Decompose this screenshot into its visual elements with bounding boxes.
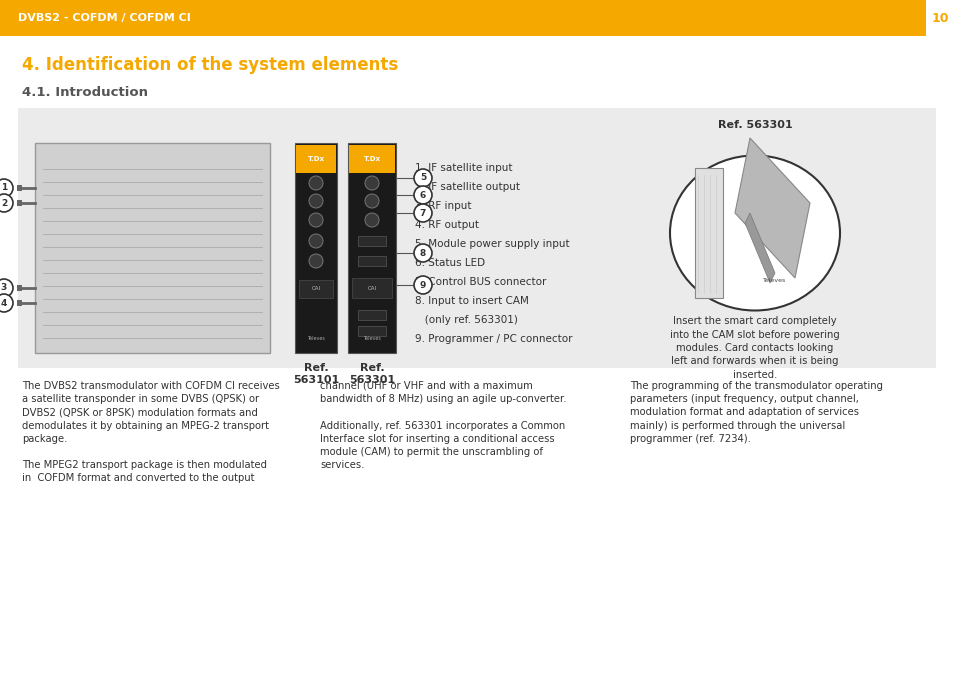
Text: modulation format and adaptation of services: modulation format and adaptation of serv… (629, 407, 858, 417)
Text: Televes: Televes (307, 336, 325, 341)
Circle shape (309, 176, 323, 190)
Text: a satellite transponder in some DVBS (QPSK) or: a satellite transponder in some DVBS (QP… (22, 394, 259, 404)
Text: Additionally, ref. 563301 incorporates a Common: Additionally, ref. 563301 incorporates a… (319, 421, 565, 431)
Bar (17, 285, 22, 291)
Bar (0, 0, 953, 36)
Text: 4: 4 (1, 299, 8, 308)
Circle shape (414, 169, 432, 187)
Text: bandwidth of 8 MHz) using an agile up-converter.: bandwidth of 8 MHz) using an agile up-co… (319, 394, 566, 404)
Bar (17, 200, 22, 206)
Circle shape (309, 194, 323, 208)
Text: 8. Input to insert CAM: 8. Input to insert CAM (415, 296, 528, 306)
Text: DVBS2 (QPSK or 8PSK) modulation formats and: DVBS2 (QPSK or 8PSK) modulation formats … (22, 407, 257, 417)
Text: CAI: CAI (311, 287, 320, 291)
Bar (35, 143, 270, 353)
Circle shape (365, 194, 378, 208)
Text: 563101: 563101 (293, 375, 338, 385)
Text: Ref.: Ref. (303, 363, 328, 373)
Circle shape (309, 254, 323, 268)
Circle shape (0, 194, 13, 212)
Bar (17, 300, 22, 306)
Text: services.: services. (319, 460, 364, 470)
Text: 4.1. Introduction: 4.1. Introduction (22, 87, 148, 100)
Bar (352, 278, 392, 298)
Circle shape (309, 213, 323, 227)
Text: Insert the smart card completely: Insert the smart card completely (673, 316, 836, 326)
Circle shape (0, 294, 13, 312)
Text: 563301: 563301 (349, 375, 395, 385)
Circle shape (0, 179, 13, 197)
Bar (357, 236, 386, 246)
Text: parameters (input frequency, output channel,: parameters (input frequency, output chan… (629, 394, 858, 404)
Circle shape (414, 204, 432, 222)
Text: 9. Programmer / PC connector: 9. Programmer / PC connector (415, 334, 572, 344)
Bar (357, 256, 386, 266)
Text: T.Dx: T.Dx (363, 156, 380, 162)
Text: 2: 2 (1, 199, 7, 207)
Circle shape (365, 213, 378, 227)
Text: 6. Status LED: 6. Status LED (415, 258, 485, 268)
Bar (348, 143, 395, 353)
Bar (298, 280, 333, 298)
Text: CAI: CAI (367, 285, 376, 291)
Circle shape (414, 276, 432, 294)
Text: mainly) is performed through the universal: mainly) is performed through the univers… (629, 421, 844, 431)
Polygon shape (734, 138, 809, 278)
Bar (357, 326, 386, 336)
Circle shape (414, 186, 432, 204)
Text: 6: 6 (419, 190, 426, 199)
Text: 8: 8 (419, 248, 426, 258)
Text: 3. RF input: 3. RF input (415, 201, 471, 211)
Text: in  COFDM format and converted to the output: in COFDM format and converted to the out… (22, 473, 254, 483)
Text: Televes: Televes (762, 279, 786, 283)
Text: 3: 3 (1, 283, 7, 293)
Bar (294, 143, 336, 353)
Text: Televes: Televes (363, 336, 380, 341)
Bar (349, 145, 395, 173)
Text: inserted.: inserted. (732, 370, 777, 380)
Text: 1: 1 (1, 184, 7, 192)
Bar (18, 108, 935, 368)
Text: module (CAM) to permit the unscrambling of: module (CAM) to permit the unscrambling … (319, 447, 542, 457)
Circle shape (0, 279, 13, 297)
Bar (295, 145, 335, 173)
Text: Ref. 563301: Ref. 563301 (717, 120, 792, 130)
Circle shape (365, 176, 378, 190)
Text: 1. IF satellite input: 1. IF satellite input (415, 163, 512, 173)
Text: 5: 5 (419, 174, 426, 182)
Text: Ref.: Ref. (359, 363, 384, 373)
Text: package.: package. (22, 434, 68, 444)
Text: The DVBS2 transmodulator with COFDM CI receives: The DVBS2 transmodulator with COFDM CI r… (22, 381, 279, 391)
Text: 2. IF satellite output: 2. IF satellite output (415, 182, 519, 192)
Text: 4. Identification of the system elements: 4. Identification of the system elements (22, 56, 397, 74)
Bar (695, 168, 722, 298)
Text: demodulates it by obtaining an MPEG-2 transport: demodulates it by obtaining an MPEG-2 tr… (22, 421, 269, 431)
Text: The MPEG2 transport package is then modulated: The MPEG2 transport package is then modu… (22, 460, 267, 470)
Text: channel (UHF or VHF and with a maximum: channel (UHF or VHF and with a maximum (319, 381, 532, 391)
Text: 4. RF output: 4. RF output (415, 220, 478, 230)
Bar (357, 310, 386, 320)
Text: programmer (ref. 7234).: programmer (ref. 7234). (629, 434, 750, 444)
Text: The programming of the transmodulator operating: The programming of the transmodulator op… (629, 381, 882, 391)
Text: left and forwards when it is being: left and forwards when it is being (671, 357, 838, 367)
Ellipse shape (669, 155, 840, 310)
Text: 7. Control BUS connector: 7. Control BUS connector (415, 277, 546, 287)
Polygon shape (744, 213, 774, 283)
Text: 5. Module power supply input: 5. Module power supply input (415, 239, 569, 249)
Text: (only ref. 563301): (only ref. 563301) (415, 315, 517, 325)
Text: Interface slot for inserting a conditional access: Interface slot for inserting a condition… (319, 434, 554, 444)
Text: modules. Card contacts looking: modules. Card contacts looking (676, 343, 833, 353)
Text: 10: 10 (930, 11, 947, 24)
Text: into the CAM slot before powering: into the CAM slot before powering (669, 330, 839, 339)
Circle shape (309, 234, 323, 248)
Bar (925, 0, 953, 36)
Bar (17, 185, 22, 191)
Circle shape (414, 244, 432, 262)
Text: T.Dx: T.Dx (307, 156, 324, 162)
Text: 7: 7 (419, 209, 426, 217)
Text: DVBS2 - COFDM / COFDM CI: DVBS2 - COFDM / COFDM CI (18, 13, 191, 23)
Text: 9: 9 (419, 281, 426, 289)
